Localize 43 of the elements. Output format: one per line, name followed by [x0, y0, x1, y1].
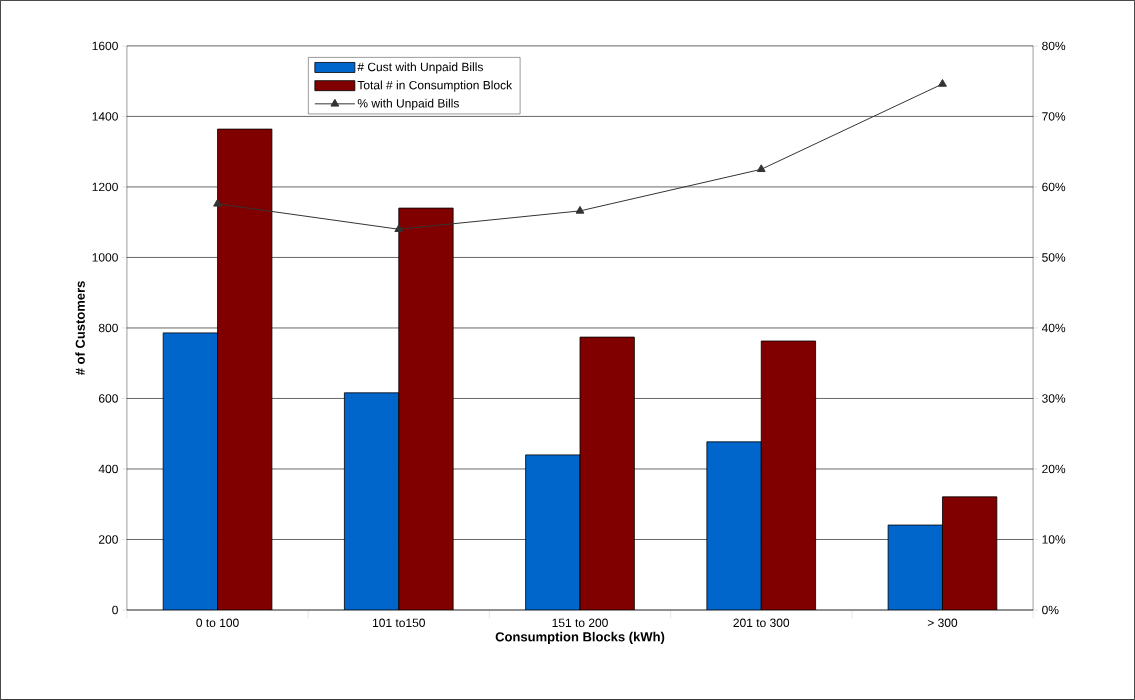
x-tick-label: 201 to 300 — [733, 618, 790, 628]
bar — [706, 441, 762, 611]
y2-tick-label: 40% — [1041, 323, 1066, 333]
point — [938, 79, 947, 87]
bar — [217, 128, 273, 611]
y-tick-label: 1000 — [92, 253, 118, 262]
y-tick-label: 1600 — [92, 41, 118, 51]
point — [756, 164, 766, 173]
x-tick-label: 0 to 100 — [196, 618, 239, 628]
bar — [162, 332, 218, 611]
point — [394, 224, 404, 233]
point — [575, 205, 585, 214]
bar — [887, 524, 943, 611]
y-tick-label: 1400 — [92, 112, 118, 121]
y2-tick-label: 60% — [1042, 182, 1066, 192]
bar — [398, 207, 454, 611]
y-tick-label: 1200 — [92, 182, 118, 192]
x-tick-label: > 300 — [927, 618, 958, 628]
legend-label: # Cust with Unpaid Bills — [357, 62, 483, 74]
x-axis-title: Consumption Blocks (kWh) — [495, 631, 665, 645]
y2-tick-label: 70% — [1042, 112, 1066, 121]
bar — [344, 392, 400, 611]
y2-tick-label: 30% — [1042, 394, 1066, 403]
y-tick-label: 0 — [112, 605, 118, 615]
y-tick-label: 800 — [98, 323, 118, 333]
bar — [525, 454, 581, 611]
y2-tick-label: 10% — [1042, 535, 1066, 544]
x-tick-label: 101 to150 — [373, 618, 425, 628]
y2-tick-label: 0% — [1042, 605, 1059, 615]
bar — [760, 340, 817, 611]
x-tick-label: 151 to 200 — [552, 618, 608, 628]
point — [213, 198, 222, 207]
y2-tick-label: 50% — [1042, 253, 1066, 262]
y-tick-label: 600 — [98, 394, 118, 403]
y-tick-label: 200 — [98, 535, 118, 544]
y-axis-title: # of Customers — [75, 281, 85, 376]
y2-tick-label: 20% — [1042, 464, 1066, 474]
y-tick-label: 400 — [98, 464, 118, 474]
bar — [579, 336, 635, 611]
y2-tick-label: 80% — [1042, 41, 1066, 51]
legend-label: Total # in Consumption Block — [357, 80, 513, 92]
bar — [942, 496, 998, 611]
legend-label: % with Unpaid Bills — [357, 98, 459, 110]
